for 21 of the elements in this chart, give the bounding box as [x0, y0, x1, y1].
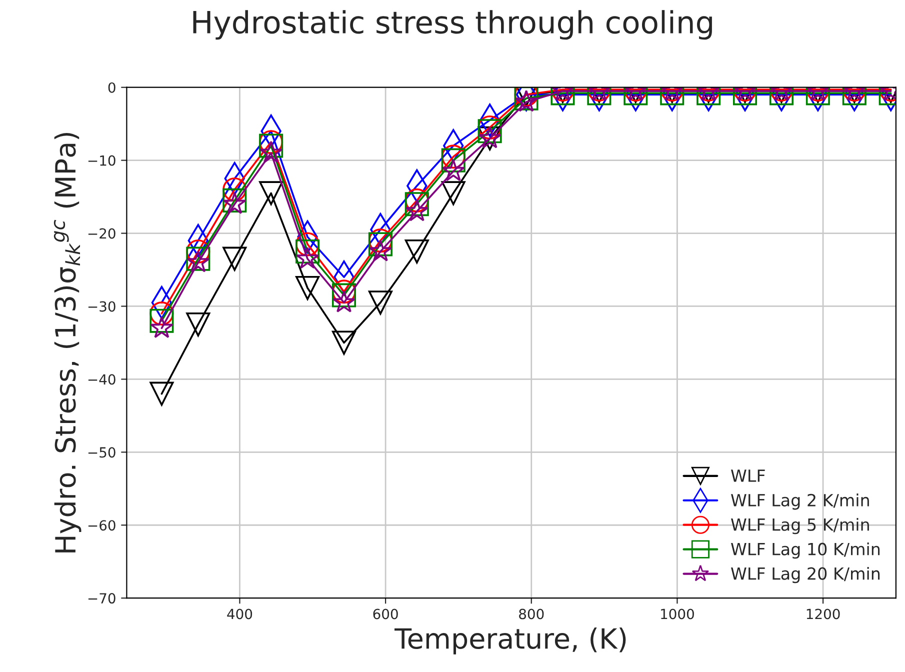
x-tick-label: 800: [519, 608, 544, 620]
y-tick-label: −30: [88, 301, 116, 312]
chart-title: Hydrostatic stress through cooling: [193, 10, 712, 40]
x-tick-label: 1000: [661, 608, 694, 620]
y-tick-label: 0: [108, 82, 116, 93]
legend-label: WLF Lag 20 K/min: [731, 566, 880, 584]
x-tick-label: 1200: [806, 608, 840, 620]
x-tick-label: 400: [227, 608, 252, 620]
y-tick-label: −40: [88, 374, 116, 385]
y-tick-label: −60: [88, 520, 116, 531]
x-axis-title: Temperature, (K): [394, 628, 626, 654]
legend-label: WLF Lag 5 K/min: [731, 518, 869, 534]
y-tick-label: −20: [88, 228, 116, 239]
y-tick-label: −10: [88, 155, 116, 166]
legend-label: WLF Lag 10 K/min: [731, 542, 880, 559]
y-tick-label: −50: [88, 447, 116, 458]
x-tick-label: 600: [373, 608, 398, 620]
legend-label: WLF: [731, 470, 765, 482]
legend-label: WLF Lag 2 K/min: [731, 494, 869, 510]
y-tick-label: −70: [88, 593, 116, 604]
y-axis-title: Hydro. Stress, (1/3)σ$_{kk}$$^{gc}$ (MPa): [54, 132, 82, 552]
